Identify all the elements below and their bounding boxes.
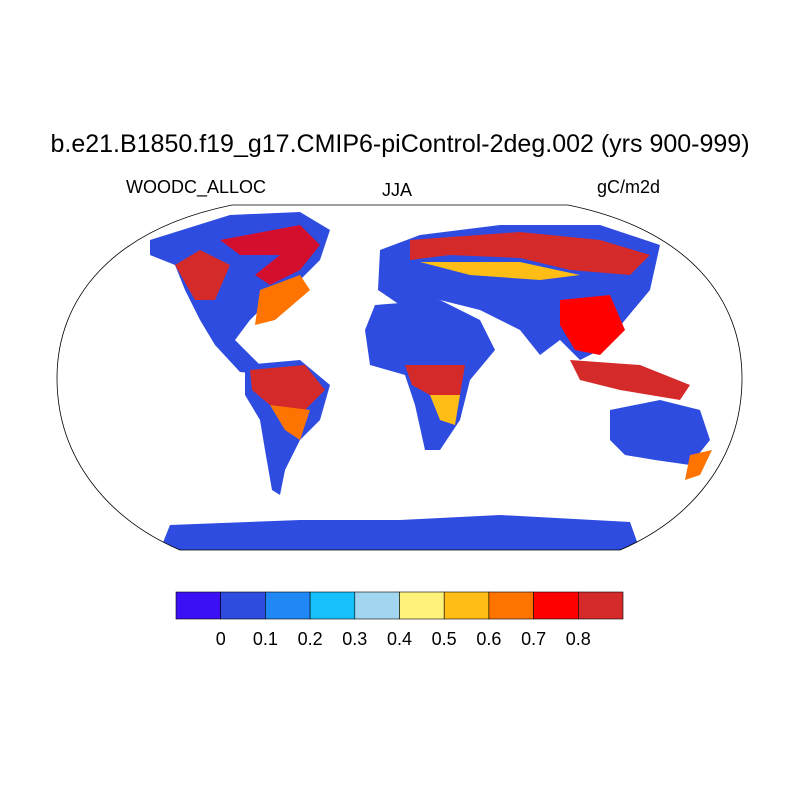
plot-title: b.e21.B1850.f19_g17.CMIP6-piControl-2deg…	[50, 130, 750, 158]
map-border	[56, 204, 743, 551]
australia	[610, 400, 710, 465]
units-label: gC/m2d	[597, 177, 661, 197]
colorbar-box	[354, 591, 400, 620]
colorbar-tick-label: 0.4	[387, 629, 412, 649]
colorbar-box	[488, 591, 534, 620]
colorbar-tick-label: 0.6	[476, 629, 501, 649]
colorbar-tick-label: 0.8	[566, 629, 591, 649]
colorbar-box	[533, 591, 579, 620]
colorbar-box	[220, 591, 266, 620]
variable-label: WOODC_ALLOC	[126, 177, 267, 197]
colorbar-box	[265, 591, 311, 620]
land-field	[150, 212, 712, 550]
colorbar-box	[309, 591, 356, 620]
colorbar: 0 0.1 0.2 0.3 0.4 0.5 0.6 0.7 0.8	[175, 591, 624, 649]
colorbar-tick-label: 0.3	[342, 629, 367, 649]
colorbar-box	[399, 591, 445, 620]
colorbar-tick-label: 0	[216, 629, 226, 649]
antarctica	[160, 515, 640, 550]
colorbar-tick-label: 0.1	[253, 629, 278, 649]
colorbar-tick-label: 0.7	[521, 629, 546, 649]
colorbar-box	[175, 591, 222, 620]
colorbar-tick-label: 0.2	[298, 629, 323, 649]
colorbar-box	[577, 591, 624, 620]
colorbar-box	[443, 591, 490, 620]
colorbar-tick-label: 0.5	[432, 629, 457, 649]
season-label: JJA	[382, 180, 413, 200]
